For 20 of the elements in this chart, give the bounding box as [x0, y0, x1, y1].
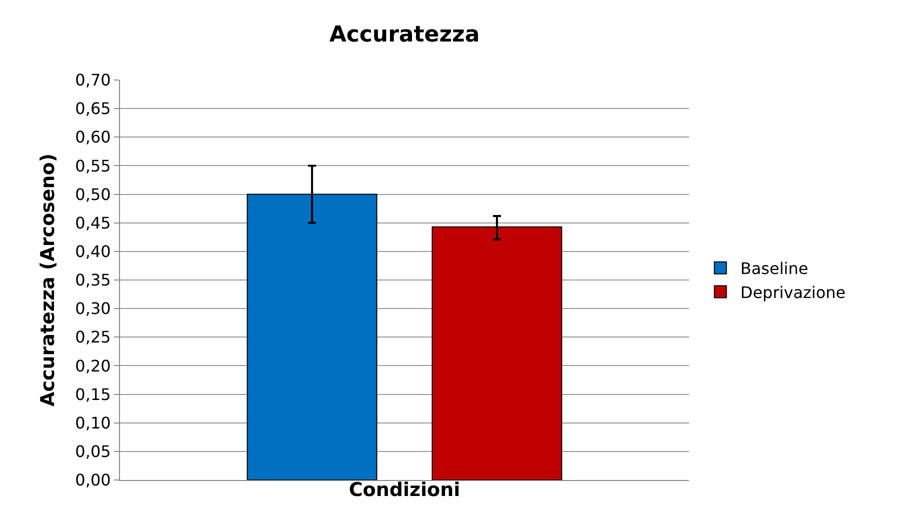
y-tick-label: 0,15 [75, 384, 111, 404]
y-tick-label: 0,05 [75, 442, 111, 462]
y-axis-title: Accuratezza (Arcoseno) [37, 153, 60, 407]
y-tick-label: 0,70 [75, 70, 111, 90]
y-tick-label: 0,65 [75, 99, 111, 118]
y-tick-label: 0,10 [75, 413, 111, 432]
y-tick-label: 0,40 [75, 242, 111, 262]
legend-label: Baseline [740, 259, 808, 278]
y-tick-label: 0,30 [75, 299, 111, 318]
y-tick-label: 0,55 [75, 156, 111, 176]
chart-title: Accuratezza [329, 22, 480, 48]
y-tick-label: 0,00 [75, 470, 111, 490]
y-tick-label: 0,45 [75, 213, 111, 232]
y-tick-label: 0,20 [75, 356, 111, 376]
y-tick-label: 0,25 [75, 328, 111, 347]
y-tick-label: 0,35 [75, 270, 111, 290]
x-axis-title: Condizioni [348, 478, 460, 501]
legend-label: Deprivazione [740, 282, 846, 302]
y-tick-label: 0,50 [75, 184, 111, 204]
y-tick-label: 0,60 [75, 128, 111, 147]
